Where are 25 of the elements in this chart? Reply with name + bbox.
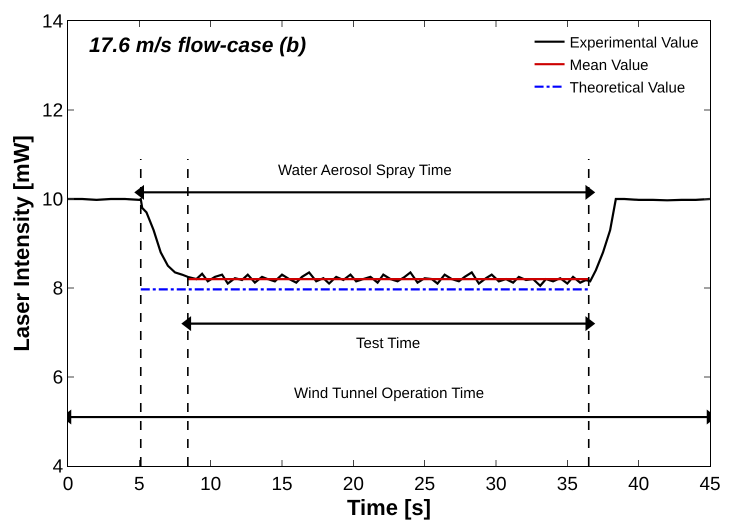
y-tick-label: 4 xyxy=(52,456,64,478)
y-tick-label: 8 xyxy=(52,278,64,300)
x-axis-title: Time [s] xyxy=(347,494,431,520)
y-axis-title: Laser Intensity [mW] xyxy=(8,135,34,352)
x-tick-label: 40 xyxy=(628,474,650,495)
x-tick-label: 30 xyxy=(485,474,507,495)
y-tick-label: 12 xyxy=(42,100,64,122)
x-tick-label: 20 xyxy=(342,474,364,495)
x-tick-label: 25 xyxy=(414,474,436,495)
x-tick-label: 5 xyxy=(134,474,145,495)
x-tick-label: 10 xyxy=(200,474,222,495)
legend-label: Mean Value xyxy=(570,57,649,74)
annotation: Wind Tunnel Operation Time xyxy=(294,385,484,402)
text: 17.6 m/s flow-case (b) xyxy=(89,34,306,57)
annotation: Test Time xyxy=(356,335,420,352)
y-tick-label: 6 xyxy=(52,368,64,389)
y-tick-label: 14 xyxy=(42,12,64,33)
annotation: Water Aerosol Spray Time xyxy=(278,162,452,179)
x-tick-label: 35 xyxy=(556,474,578,495)
legend-label: Experimental Value xyxy=(570,34,699,52)
y-tick-label: 10 xyxy=(42,190,64,211)
x-tick-label: 45 xyxy=(699,474,721,495)
legend-label: Theoretical Value xyxy=(570,80,686,97)
x-tick-label: 0 xyxy=(62,474,74,495)
x-tick-label: 15 xyxy=(271,474,293,495)
